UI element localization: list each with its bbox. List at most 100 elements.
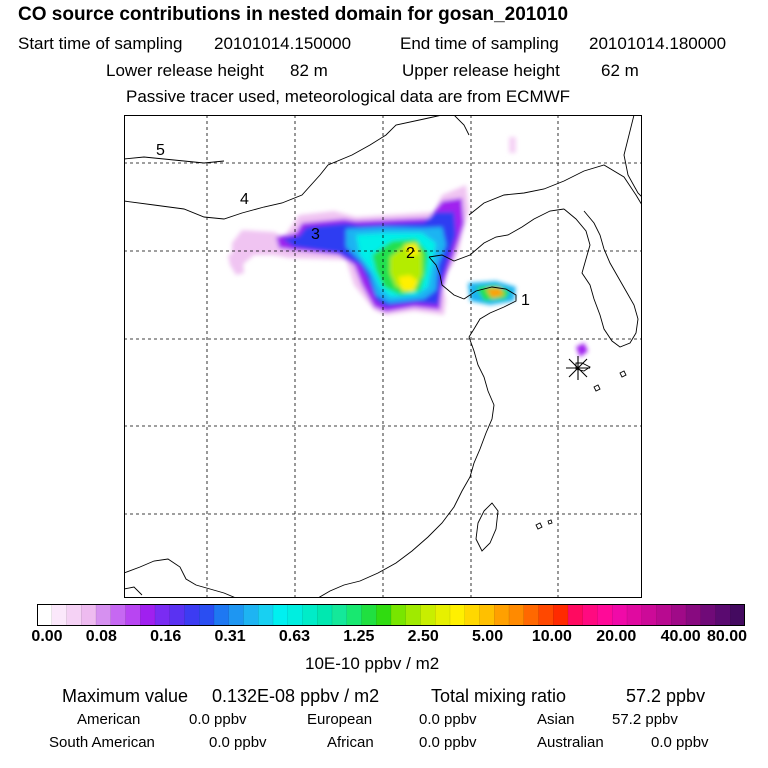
tracer-note: Passive tracer used, meteorological data…	[126, 87, 571, 106]
start-time-value: 20101014.150000	[214, 34, 352, 53]
european-value: 0.0 ppbv	[419, 711, 477, 728]
colorbar-cell	[214, 604, 230, 626]
colorbar-frame	[37, 604, 745, 626]
upper-height-label: Upper release height	[402, 61, 560, 80]
colorbar-tick-label: 0.31	[214, 628, 246, 645]
colorbar-cell	[656, 604, 672, 626]
plume-halo-east	[509, 137, 516, 153]
colorbar-cell	[627, 604, 643, 626]
colorbar-cell	[273, 604, 289, 626]
colorbar-cell	[405, 604, 421, 626]
end-time-value: 20101014.180000	[589, 34, 727, 53]
australian-value: 0.0 ppbv	[651, 734, 709, 751]
colorbar-cell	[641, 604, 657, 626]
south-american-label: South American	[49, 734, 155, 751]
colorbar-cell	[81, 604, 97, 626]
colorbar-cell	[361, 604, 377, 626]
colorbar-cell	[715, 604, 731, 626]
colorbar-cell	[51, 604, 67, 626]
colorbar-cell	[140, 604, 156, 626]
region-label-5: 5	[156, 142, 165, 159]
total-mixing-value: 57.2 ppbv	[626, 686, 706, 706]
upper-height-value: 62 m	[601, 61, 639, 80]
african-label: African	[327, 734, 374, 751]
colorbar-tick-label: 1.25	[343, 628, 375, 645]
colorbar-cell	[612, 604, 628, 626]
plume-yellow	[398, 275, 418, 291]
colorbar-cell	[479, 604, 495, 626]
colorbar-cell	[582, 604, 598, 626]
colorbar-cell	[96, 604, 112, 626]
colorbar-cell	[376, 604, 392, 626]
colorbar-cell	[597, 604, 613, 626]
american-label: American	[77, 711, 141, 728]
colorbar-tick-label: 40.00	[660, 628, 701, 645]
colorbar-cell	[302, 604, 318, 626]
colorbar-dividers	[51, 604, 731, 626]
colorbar-cell	[538, 604, 554, 626]
colorbar-tick-label: 0.00	[31, 628, 63, 645]
colorbar-tick-label: 2.50	[407, 628, 439, 645]
european-label: European	[307, 711, 373, 728]
plume-korea-spot	[576, 343, 588, 357]
lower-height-value: 82 m	[290, 61, 328, 80]
colorbar-cells	[37, 604, 745, 626]
asian-value: 57.2 ppbv	[612, 711, 678, 728]
region-label-3: 3	[311, 226, 320, 243]
grid-lines	[124, 115, 642, 598]
colorbar-tick-label: 0.16	[150, 628, 182, 645]
coastlines	[124, 115, 642, 598]
colorbar-cell	[509, 604, 525, 626]
concentration-field	[228, 137, 588, 357]
colorbar-cell	[686, 604, 702, 626]
colorbar-cell	[464, 604, 480, 626]
african-value: 0.0 ppbv	[419, 734, 477, 751]
receptor-asterisk-marker	[566, 356, 590, 380]
colorbar-cell	[125, 604, 141, 626]
colorbar-cell	[494, 604, 510, 626]
colorbar-cell	[110, 604, 126, 626]
colorbar-cell	[228, 604, 244, 626]
end-time-label: End time of sampling	[400, 34, 559, 53]
american-value: 0.0 ppbv	[189, 711, 247, 728]
colorbar-cell	[184, 604, 200, 626]
region-label-1: 1	[521, 292, 530, 309]
region-label-2: 2	[406, 245, 415, 262]
colorbar-cell	[243, 604, 259, 626]
colorbar-cell	[346, 604, 362, 626]
plume-east-blob-peak	[486, 288, 504, 298]
plume-yellow-north	[404, 243, 420, 257]
plume-halo-west	[228, 251, 244, 275]
colorbar-cell	[700, 604, 716, 626]
colorbar-cell	[435, 604, 451, 626]
colorbar-cell	[66, 604, 82, 626]
colorbar-cell	[169, 604, 185, 626]
colorbar-cell	[199, 604, 215, 626]
region-label-4: 4	[240, 191, 249, 208]
map-frame	[124, 115, 642, 598]
colorbar-cell	[332, 604, 348, 626]
colorbar	[37, 604, 745, 626]
colorbar-cell	[391, 604, 407, 626]
total-mixing-label: Total mixing ratio	[431, 686, 567, 706]
colorbar-unit: 10E-10 ppbv / m2	[305, 654, 440, 673]
max-value-label: Maximum value	[62, 686, 189, 706]
colorbar-cell	[420, 604, 436, 626]
colorbar-tick-label: 0.08	[85, 628, 117, 645]
colorbar-cell	[317, 604, 333, 626]
footprint-map: 1 2 3 4 5	[124, 115, 642, 598]
colorbar-tick-label: 80.00	[706, 628, 748, 645]
colorbar-tick-label: 0.63	[278, 628, 311, 645]
colorbar-cell	[523, 604, 539, 626]
colorbar-tick-label: 10.00	[531, 628, 572, 645]
plot-title: CO source contributions in nested domain…	[18, 4, 569, 25]
colorbar-cell	[258, 604, 274, 626]
asian-label: Asian	[537, 711, 575, 728]
lower-height-label: Lower release height	[106, 61, 264, 80]
colorbar-cell	[155, 604, 171, 626]
colorbar-cell	[730, 604, 745, 626]
south-american-value: 0.0 ppbv	[209, 734, 267, 751]
colorbar-tick-label: 5.00	[471, 628, 504, 645]
colorbar-cell	[37, 604, 53, 626]
max-value: 0.132E-08 ppbv / m2	[212, 686, 380, 706]
